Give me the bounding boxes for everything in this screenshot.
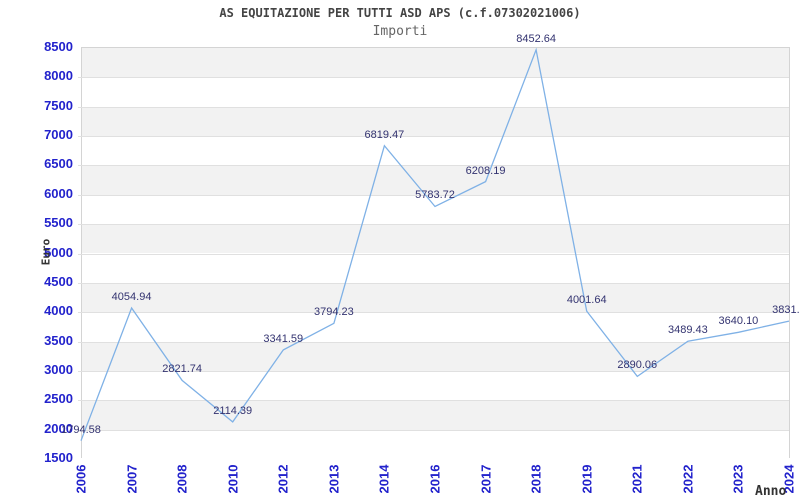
plot-band [82, 282, 789, 313]
x-tick-label: 2007 [124, 464, 140, 494]
y-tick-label: 5500 [44, 215, 73, 231]
x-tick-label: 2017 [478, 464, 494, 494]
x-tick-label: 2008 [174, 464, 190, 494]
plot-area [78, 47, 790, 459]
plot-band [82, 194, 789, 225]
plot-band [82, 165, 789, 195]
gridline [78, 312, 789, 314]
point-value-label: 4054.94 [111, 290, 152, 303]
plot-band [82, 312, 789, 342]
chart-title: AS EQUITAZIONE PER TUTTI ASD APS (c.f.07… [219, 6, 581, 20]
point-value-label: 3831.9 [772, 304, 800, 317]
x-tick-label: 2006 [73, 464, 89, 494]
point-value-label: 3341.59 [263, 332, 304, 345]
x-tick-label: 2021 [629, 464, 645, 494]
x-tick-label: 2016 [427, 464, 443, 494]
y-tick-label: 6000 [44, 185, 73, 201]
y-tick-label: 7000 [44, 127, 73, 143]
point-value-label: 4001.64 [566, 294, 607, 307]
gridline [78, 165, 789, 167]
y-tick-label: 4000 [44, 303, 73, 319]
plot-band [82, 400, 789, 430]
x-tick-label: 2023 [730, 464, 746, 494]
point-value-label: 6819.47 [364, 128, 405, 141]
series-polyline [80, 47, 790, 441]
gridline [78, 106, 789, 108]
gridline [78, 253, 789, 255]
plot-band [82, 429, 789, 459]
gridline [78, 400, 789, 402]
gridline [78, 282, 789, 284]
chart-subtitle: Importi [372, 24, 428, 39]
y-tick-label: 5000 [44, 244, 73, 260]
point-value-label: 3794.23 [313, 306, 354, 319]
gridline [78, 341, 789, 343]
point-value-label: 2890.06 [617, 359, 658, 372]
y-tick-label: 4500 [44, 273, 73, 289]
point-value-label: 8452.64 [516, 32, 557, 45]
gridline [78, 77, 789, 79]
point-value-label: 2114.39 [213, 404, 253, 417]
point-value-label: 1794.58 [61, 423, 101, 436]
x-tick-label: 2010 [225, 464, 241, 494]
plot-band [82, 106, 789, 137]
point-value-label: 5783.72 [415, 189, 455, 202]
plot-band [82, 224, 789, 254]
x-tick-label: 2012 [275, 464, 291, 494]
x-tick-label: 2019 [579, 464, 595, 494]
y-tick-label: 3000 [44, 361, 73, 377]
y-axis-title: Euro [39, 238, 53, 266]
point-value-label: 3489.43 [667, 324, 708, 337]
y-tick-label: 2000 [44, 420, 73, 436]
y-tick-label: 7500 [44, 97, 73, 113]
x-tick-label: 2022 [680, 464, 696, 494]
point-value-label: 6208.19 [465, 164, 506, 177]
y-tick-label: 1500 [44, 450, 73, 465]
y-tick-label: 8000 [44, 68, 73, 84]
y-tick-label: 2500 [44, 391, 73, 407]
plot-band [82, 341, 789, 371]
gridline [78, 194, 789, 196]
x-tick-label: 2013 [326, 464, 342, 494]
plot-band [82, 253, 789, 283]
y-tick-label: 3500 [44, 332, 73, 348]
point-value-label: 3640.10 [718, 315, 759, 328]
point-value-label: 2821.74 [162, 363, 203, 376]
x-tick-label: 2014 [376, 464, 392, 494]
gridline [78, 370, 789, 372]
x-tick-label: 2018 [528, 464, 544, 494]
plot-band [82, 77, 789, 107]
y-tick-label: 6500 [44, 156, 73, 172]
gridline [78, 136, 789, 138]
plot-band [82, 48, 789, 78]
gridline [78, 224, 789, 226]
plot-band [82, 136, 789, 166]
gridline [78, 429, 789, 431]
x-axis-title: Anno [755, 484, 787, 499]
y-tick-label: 8500 [44, 39, 73, 54]
